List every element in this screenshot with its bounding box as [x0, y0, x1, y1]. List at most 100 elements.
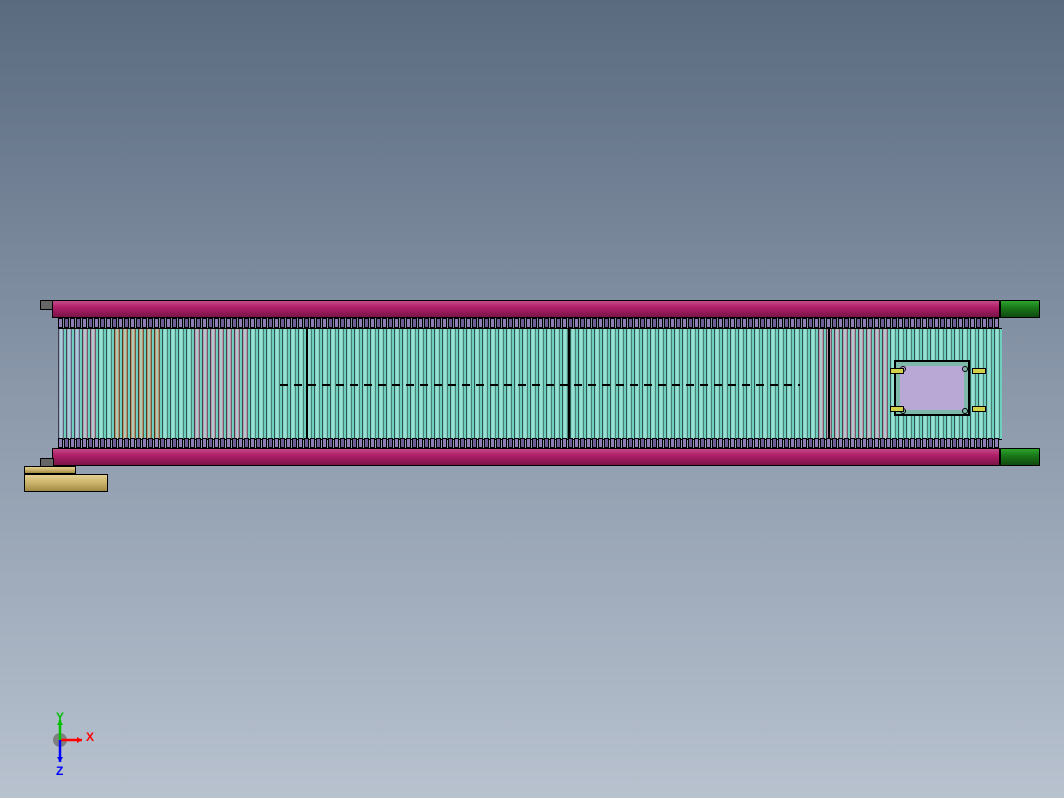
- chain-link: [466, 318, 471, 328]
- chain-link: [184, 318, 189, 328]
- chain-link: [988, 438, 993, 448]
- conveyor-slat: [994, 329, 1000, 439]
- chain-link: [220, 438, 225, 448]
- chain-link: [700, 438, 705, 448]
- chain-link: [886, 318, 891, 328]
- chain-link: [274, 438, 279, 448]
- chain-link: [250, 318, 255, 328]
- chain-link: [598, 438, 603, 448]
- chain-link: [634, 438, 639, 448]
- chain-link: [334, 318, 339, 328]
- conveyor-slat: [882, 329, 888, 439]
- chain-link: [472, 438, 477, 448]
- chain-link: [418, 318, 423, 328]
- chain-link: [832, 318, 837, 328]
- chain-link: [358, 438, 363, 448]
- chain-link: [382, 318, 387, 328]
- chain-link: [856, 438, 861, 448]
- chain-link: [88, 318, 93, 328]
- chain-link: [778, 438, 783, 448]
- chain-link: [976, 318, 981, 328]
- triad-arrowhead-x: [77, 737, 82, 743]
- chain-link: [934, 438, 939, 448]
- motor-mount-hole: [962, 366, 968, 372]
- chain-link: [208, 318, 213, 328]
- chain-link: [844, 318, 849, 328]
- chain-link: [760, 318, 765, 328]
- chain-link: [448, 438, 453, 448]
- chain-link: [82, 318, 87, 328]
- chain-link: [742, 318, 747, 328]
- chain-link: [928, 318, 933, 328]
- chain-link: [64, 318, 69, 328]
- chain-link: [460, 438, 465, 448]
- chain-link: [532, 318, 537, 328]
- chain-link: [58, 318, 63, 328]
- chain-link: [100, 318, 105, 328]
- chain-link: [622, 438, 627, 448]
- chain-link: [124, 438, 129, 448]
- chain-link: [676, 438, 681, 448]
- chain-link: [898, 318, 903, 328]
- chain-link: [622, 318, 627, 328]
- chain-link: [298, 438, 303, 448]
- chain-link: [916, 438, 921, 448]
- chain-link: [142, 438, 147, 448]
- chain-link: [826, 318, 831, 328]
- chain-link: [562, 318, 567, 328]
- chain-link: [580, 438, 585, 448]
- chain-link: [148, 318, 153, 328]
- chain-link: [202, 318, 207, 328]
- conveyor-slat: [130, 329, 136, 439]
- chain-link: [958, 438, 963, 448]
- chain-link: [262, 318, 267, 328]
- chain-link: [82, 438, 87, 448]
- chain-link: [250, 438, 255, 448]
- chain-link: [940, 438, 945, 448]
- triad-label-x: X: [86, 730, 94, 744]
- chain-link: [94, 438, 99, 448]
- chain-link: [334, 438, 339, 448]
- chain-link: [718, 318, 723, 328]
- chain-link: [160, 438, 165, 448]
- motor-mount-tab: [890, 368, 904, 374]
- conveyor-slat: [834, 329, 840, 439]
- chain-link: [400, 318, 405, 328]
- chain-link: [106, 438, 111, 448]
- chain-link: [112, 438, 117, 448]
- chain-link: [904, 318, 909, 328]
- chain-link: [118, 438, 123, 448]
- chain-link: [178, 318, 183, 328]
- chain-link: [472, 318, 477, 328]
- chain-link: [322, 438, 327, 448]
- chain-link: [400, 438, 405, 448]
- cad-viewport[interactable]: XYZ: [0, 0, 1064, 798]
- chain-link: [226, 438, 231, 448]
- chain-link: [982, 438, 987, 448]
- conveyor-slat: [178, 329, 184, 439]
- chain-link: [700, 318, 705, 328]
- chain-link: [814, 438, 819, 448]
- conveyor-slat: [218, 329, 224, 439]
- chain-link: [508, 318, 513, 328]
- chain-link: [862, 438, 867, 448]
- chain-link: [376, 438, 381, 448]
- chain-link: [796, 318, 801, 328]
- conveyor-slat: [202, 329, 208, 439]
- chain-link: [154, 318, 159, 328]
- chain-link: [988, 318, 993, 328]
- chain-link: [670, 438, 675, 448]
- chain-link: [526, 438, 531, 448]
- left-drive-base: [24, 466, 108, 492]
- conveyor-slat: [154, 329, 160, 439]
- chain-link: [868, 318, 873, 328]
- chain-link: [346, 438, 351, 448]
- chain-link: [550, 318, 555, 328]
- conveyor-slat: [82, 329, 88, 439]
- chain-link: [550, 438, 555, 448]
- chain-link: [280, 438, 285, 448]
- chain-link: [772, 438, 777, 448]
- chain-link: [802, 438, 807, 448]
- chain-link: [430, 318, 435, 328]
- conveyor-slat: [106, 329, 112, 439]
